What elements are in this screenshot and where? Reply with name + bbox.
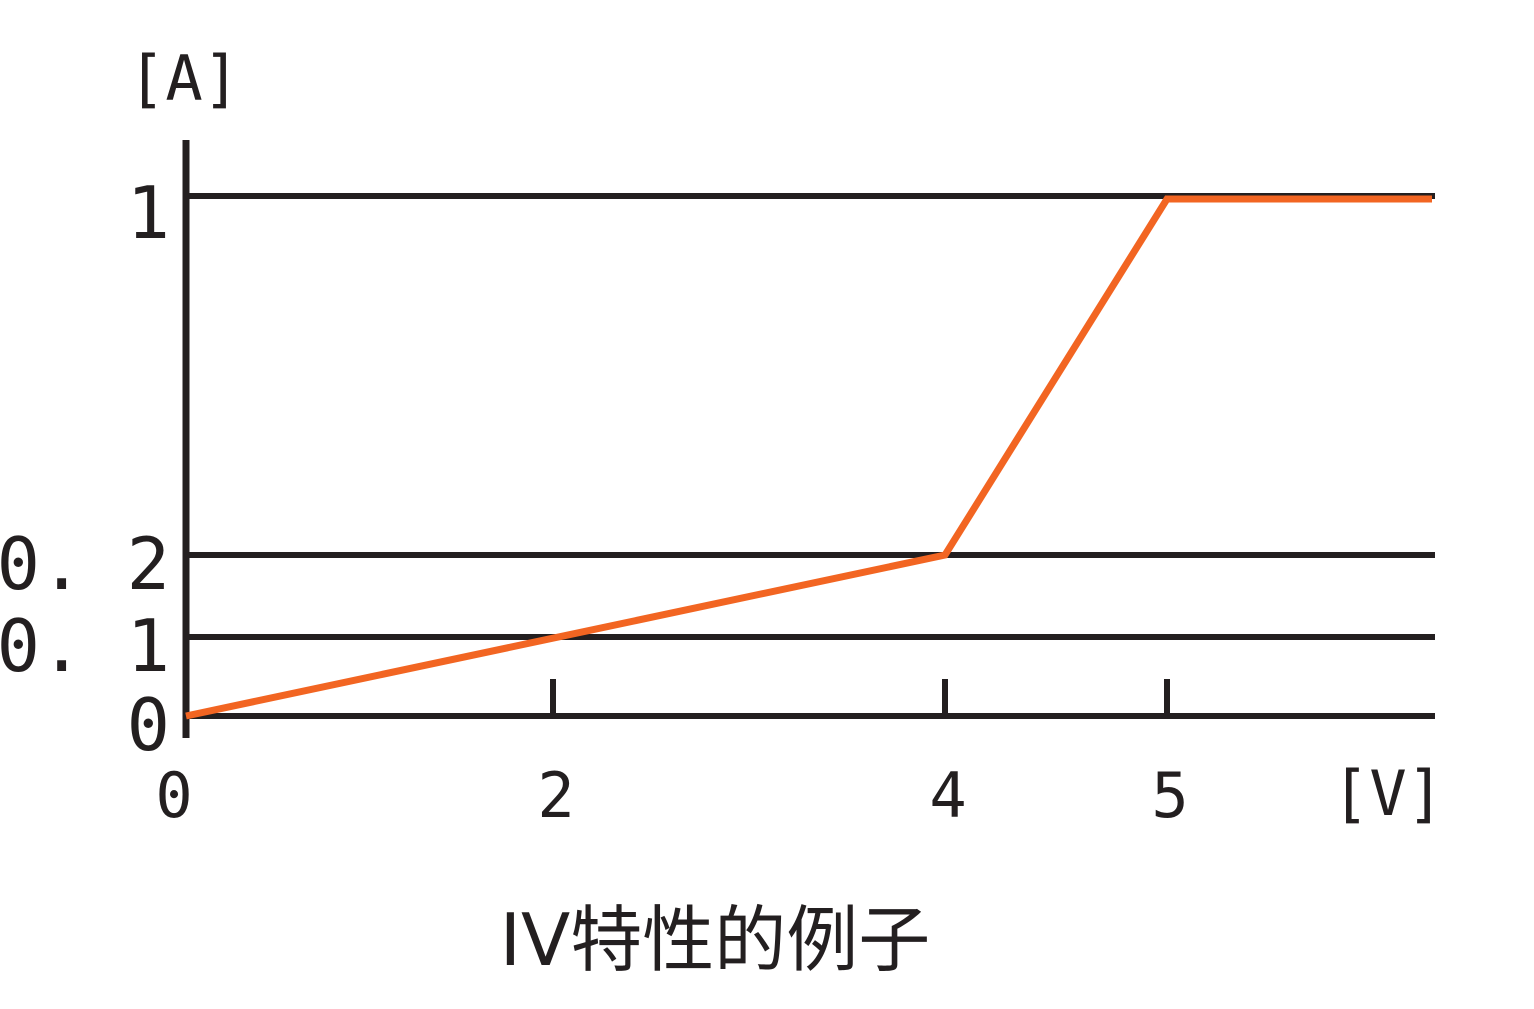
axes: [182, 140, 1170, 738]
gridlines: [186, 193, 1435, 719]
x-tick-label: 0: [155, 759, 192, 832]
chart-title: IV特性的例子: [500, 898, 931, 982]
y-tick-label: 0: [127, 683, 170, 767]
y-tick-label: 1: [127, 171, 170, 255]
y-tick-label: 0. 1: [0, 604, 170, 688]
y-tick-label: 0. 2: [0, 522, 170, 606]
series: [185, 195, 1432, 720]
x-axis-label: [V]: [1332, 757, 1444, 830]
series-line-0: [185, 195, 1432, 720]
x-tick-label: 5: [1151, 759, 1188, 832]
tick-labels: 00. 10. 210 2 4 5: [0, 171, 1189, 832]
x-tick-label: 4: [929, 759, 966, 832]
y-axis-label: [A]: [128, 42, 240, 115]
x-tick-label: 2: [537, 759, 574, 832]
